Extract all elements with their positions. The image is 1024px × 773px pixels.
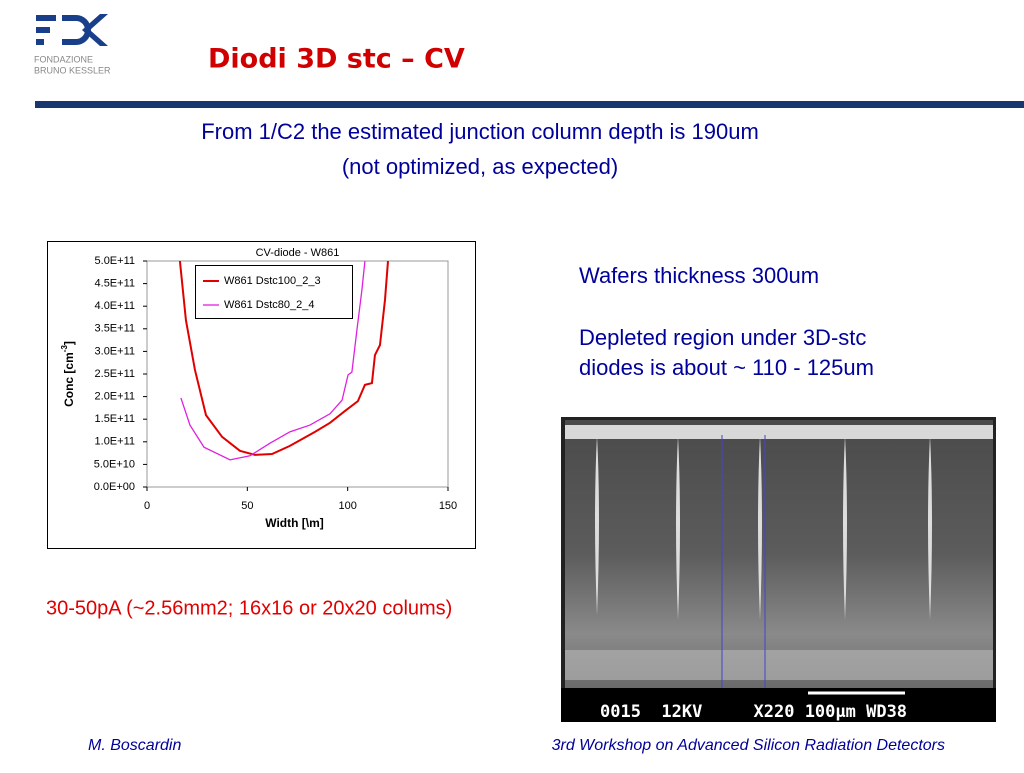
y-tick-label: 3.0E+11 xyxy=(95,345,135,357)
legend-box xyxy=(195,265,353,319)
footer-author: M. Boscardin xyxy=(88,737,181,754)
y-tick-label: 1.5E+11 xyxy=(95,413,135,425)
y-tick-label: 2.5E+11 xyxy=(95,368,135,380)
data-line xyxy=(180,261,366,461)
logo: FONDAZIONE BRUNO KESSLER xyxy=(34,14,111,75)
x-tick-label: 0 xyxy=(144,500,150,512)
chart-title: CV-diode - W861 xyxy=(256,247,340,259)
y-axis-label-part: ] xyxy=(62,341,76,345)
legend-label: W861 Dstc80_2_4 xyxy=(224,299,315,311)
chart: CV-diode - W861 0.0E+00 5.0E+10 1.0E+11 1.5E… xyxy=(60,247,457,530)
y-tick-label: 3.5E+11 xyxy=(95,323,135,335)
sem-photo: 0015 12KV X220 100µm WD38 xyxy=(561,417,996,722)
x-tick-label: 100 xyxy=(338,500,356,512)
y-tick-label: 0.0E+00 xyxy=(94,481,135,493)
y-tick-label: 4.0E+11 xyxy=(95,300,135,312)
slide-title: Diodi 3D stc – CV xyxy=(208,44,465,75)
y-axis-label-part: -3 xyxy=(60,345,69,353)
y-axis-label-part: Conc [cm xyxy=(62,352,76,407)
note: Wafers thickness 300um xyxy=(579,263,819,288)
y-tick-label: 5.0E+11 xyxy=(95,255,135,267)
x-tick-label: 150 xyxy=(439,500,457,512)
title-rule xyxy=(35,101,1024,108)
data-line xyxy=(178,261,389,456)
photo-caption: 0015 12KV X220 100µm WD38 xyxy=(600,702,907,722)
logo-text: FONDAZIONE xyxy=(34,54,93,64)
current-note: 30-50pA (~2.56mm2; 16x16 or 20x20 colums… xyxy=(46,597,452,619)
logo-text: BRUNO KESSLER xyxy=(34,65,111,75)
subtitle: From 1/C2 the estimated junction column … xyxy=(201,119,759,144)
y-axis-label: Conc [cm-3] xyxy=(60,341,76,407)
note: Depleted region under 3D-stc xyxy=(579,325,866,350)
y-tick-label: 1.0E+11 xyxy=(95,436,135,448)
y-tick-label: 2.0E+11 xyxy=(95,391,135,403)
x-axis-label: Width [\m] xyxy=(265,516,324,530)
subtitle: (not optimized, as expected) xyxy=(342,154,618,179)
series-group xyxy=(178,261,389,461)
footer-event: 3rd Workshop on Advanced Silicon Radiati… xyxy=(552,737,945,754)
y-tick-label: 5.0E+10 xyxy=(94,458,135,470)
legend-label: W861 Dstc100_2_3 xyxy=(224,275,321,287)
x-tick-label: 50 xyxy=(241,500,253,512)
note: diodes is about ~ 110 - 125um xyxy=(579,355,874,380)
y-tick-label: 4.5E+11 xyxy=(95,278,135,290)
